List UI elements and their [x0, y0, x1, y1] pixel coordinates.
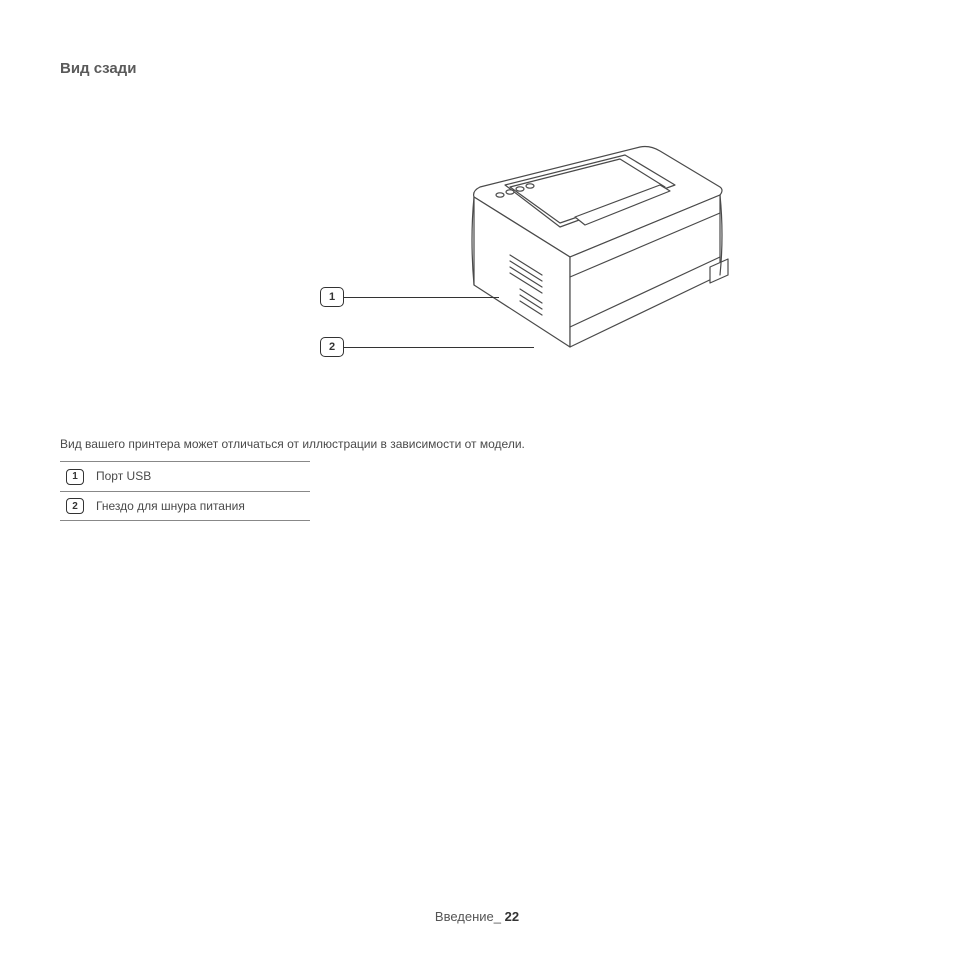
callout-2-number: 2 — [320, 337, 344, 357]
legend-num-2: 2 — [66, 498, 84, 514]
page-footer: Введение_ 22 — [60, 909, 894, 924]
callout-2: 2 — [320, 337, 534, 357]
legend-num-1: 1 — [66, 469, 84, 485]
footer-separator: _ — [494, 909, 505, 924]
callout-2-line — [344, 347, 534, 348]
callout-1: 1 — [320, 287, 499, 307]
legend-row: 2 Гнездо для шнура питания — [60, 491, 310, 521]
footer-page-number: 22 — [505, 909, 519, 924]
diagram-area: 1 2 — [60, 117, 894, 377]
section-title: Вид сзади — [60, 60, 894, 77]
callout-1-line — [344, 297, 499, 298]
legend-table: 1 Порт USB 2 Гнездо для шнура питания — [60, 461, 310, 521]
legend-row: 1 Порт USB — [60, 462, 310, 492]
legend-label-2: Гнездо для шнура питания — [90, 491, 310, 521]
note-text: Вид вашего принтера может отличаться от … — [60, 437, 894, 451]
footer-chapter: Введение — [435, 909, 494, 924]
printer-illustration — [410, 117, 750, 367]
callout-1-number: 1 — [320, 287, 344, 307]
legend-label-1: Порт USB — [90, 462, 310, 492]
